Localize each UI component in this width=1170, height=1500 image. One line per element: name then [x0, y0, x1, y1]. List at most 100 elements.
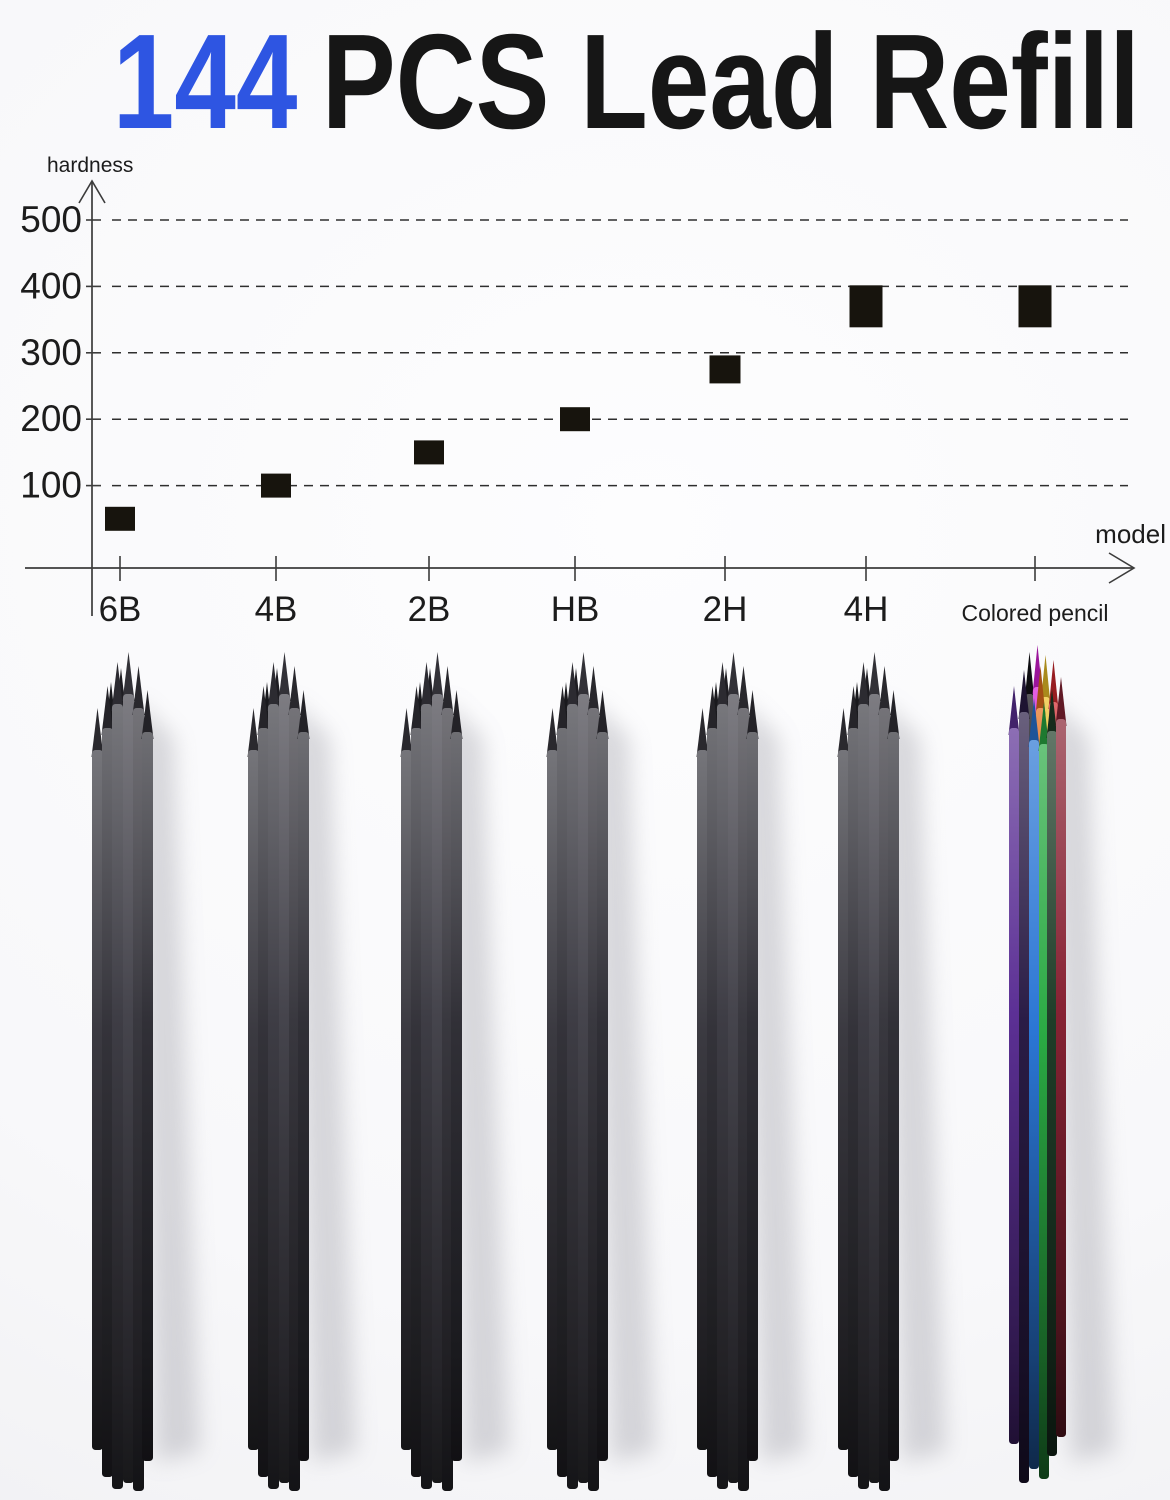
lead-tip — [278, 652, 291, 701]
lead-stick — [707, 728, 718, 1477]
lead-tip — [837, 708, 850, 757]
lead-tip — [101, 686, 114, 735]
lead-tip — [878, 666, 891, 715]
chart-marker-6B — [105, 506, 135, 531]
bundle-4H — [837, 652, 946, 1491]
lead-tip — [857, 662, 870, 711]
lead-stick — [747, 732, 758, 1461]
lead-tip — [546, 708, 559, 757]
y-axis-arrow-icon — [78, 179, 106, 204]
lead-stick — [268, 704, 279, 1489]
lead-stick — [142, 732, 153, 1461]
y-tick-label-500: 500 — [20, 199, 82, 240]
lead-tip — [868, 652, 881, 701]
lead-stick — [442, 708, 453, 1491]
lead-tip — [556, 686, 569, 735]
lead-tip — [746, 690, 759, 739]
lead-stick — [298, 732, 309, 1461]
lead-stick — [1009, 728, 1019, 1444]
lead-stick — [547, 750, 558, 1450]
lead-stick — [869, 694, 880, 1483]
y-tick-label-200: 200 — [20, 398, 82, 439]
lead-tip — [257, 686, 270, 735]
lead-stick — [1019, 712, 1029, 1483]
lead-tip — [450, 690, 463, 739]
x-tick-label-Colored pencil: Colored pencil — [961, 600, 1108, 626]
lead-tip — [410, 686, 423, 735]
y-tick-label-400: 400 — [20, 265, 82, 306]
bundle-6B — [91, 652, 200, 1491]
lead-tip — [441, 666, 454, 715]
y-tick-label-100: 100 — [20, 465, 82, 506]
lead-stick — [248, 750, 259, 1450]
x-tick-label-4B: 4B — [255, 590, 298, 629]
lead-stick — [411, 728, 422, 1477]
lead-stick — [289, 708, 300, 1491]
bundle-2H — [696, 652, 805, 1491]
lead-tip — [1018, 670, 1030, 719]
lead-stick — [421, 704, 432, 1489]
lead-stick — [879, 708, 890, 1491]
x-tick-label-2H: 2H — [703, 590, 748, 629]
lead-tip — [122, 652, 135, 701]
lead-tip — [1008, 686, 1020, 735]
lead-stick — [888, 732, 899, 1461]
lead-tip — [1055, 677, 1067, 726]
lead-tip — [596, 690, 609, 739]
lead-tip — [716, 662, 729, 711]
lead-tip — [887, 690, 900, 739]
lead-stick — [858, 704, 869, 1489]
x-tick-label-4H: 4H — [844, 590, 889, 629]
lead-stick — [738, 708, 749, 1491]
bundle-Colored pencil — [1008, 645, 1115, 1483]
y-tick-label-300: 300 — [20, 332, 82, 373]
title-count: 144 — [112, 6, 298, 157]
lead-tip — [400, 708, 413, 757]
x-tick-label-6B: 6B — [99, 590, 142, 629]
lead-stick — [123, 694, 134, 1483]
lead-stick — [838, 750, 849, 1450]
x-axis-arrow-icon — [1108, 552, 1136, 584]
lead-tip — [1035, 666, 1046, 715]
x-tick-label-HB: HB — [551, 590, 600, 629]
lead-tip — [1024, 652, 1035, 701]
lead-stick — [112, 704, 123, 1489]
lead-stick — [102, 728, 113, 1477]
lead-tip — [566, 662, 579, 711]
y-axis-title: hardness — [47, 154, 133, 177]
bundle-2B — [400, 652, 509, 1491]
lead-stick — [92, 750, 103, 1450]
lead-stick — [578, 694, 589, 1483]
lead-stick — [728, 694, 739, 1483]
lead-stick — [588, 708, 599, 1491]
lead-stick — [279, 694, 290, 1483]
lead-tip — [420, 662, 433, 711]
lead-tip — [431, 652, 444, 701]
page-title: 144 PCS Lead Refill — [0, 14, 1170, 149]
lead-tip — [1038, 702, 1050, 751]
lead-tip — [587, 666, 600, 715]
lead-tip — [1028, 698, 1040, 747]
lead-tip — [1048, 660, 1059, 709]
lead-tip — [1046, 689, 1058, 738]
lead-stick — [1029, 740, 1039, 1469]
lead-stick — [697, 750, 708, 1450]
chart-marker-HB — [560, 407, 590, 432]
chart-marker-2B — [414, 440, 444, 465]
lead-tip — [737, 666, 750, 715]
chart-marker-4H — [849, 285, 883, 328]
bundle-HB — [546, 652, 655, 1491]
lead-stick — [451, 732, 462, 1461]
lead-stick — [597, 732, 608, 1461]
lead-tip — [132, 666, 145, 715]
lead-stick — [567, 704, 578, 1489]
lead-tip — [706, 686, 719, 735]
lead-stick — [557, 728, 568, 1477]
chart-area: 100 200 300 400 500 hardness model 6B 4B 2B HB 2H 4H… — [20, 154, 1166, 629]
lead-tip — [577, 652, 590, 701]
bundle-shadow — [1051, 700, 1115, 1462]
lead-tip — [297, 690, 310, 739]
lead-stick — [133, 708, 144, 1491]
